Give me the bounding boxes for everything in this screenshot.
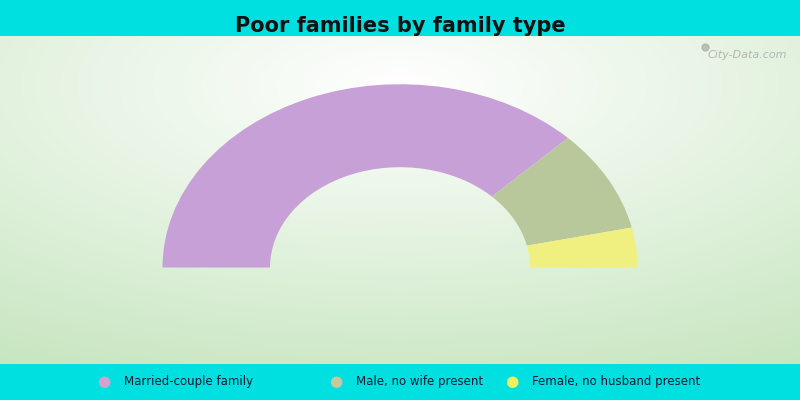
Text: Male, no wife present: Male, no wife present bbox=[356, 376, 483, 388]
Text: ●: ● bbox=[98, 374, 110, 390]
Wedge shape bbox=[527, 228, 638, 268]
Wedge shape bbox=[162, 84, 568, 268]
Text: Poor families by family type: Poor families by family type bbox=[234, 16, 566, 36]
Text: City-Data.com: City-Data.com bbox=[708, 50, 787, 60]
Text: ●: ● bbox=[506, 374, 518, 390]
Text: Married-couple family: Married-couple family bbox=[124, 376, 253, 388]
Text: Female, no husband present: Female, no husband present bbox=[532, 376, 700, 388]
Text: ●: ● bbox=[330, 374, 342, 390]
Wedge shape bbox=[492, 138, 632, 246]
